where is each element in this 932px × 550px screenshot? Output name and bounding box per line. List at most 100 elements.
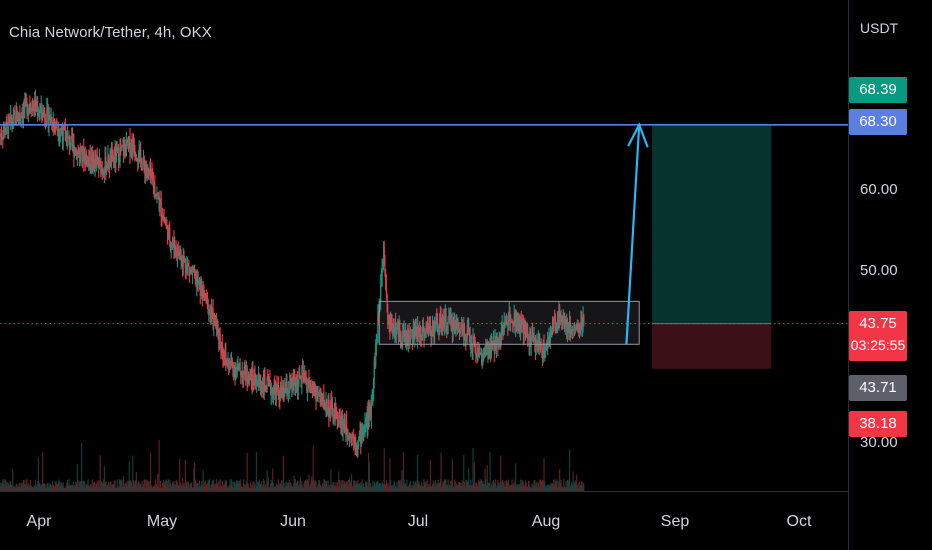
candle-body — [119, 149, 121, 162]
volume-bar — [444, 479, 446, 491]
volume-bar — [546, 485, 548, 491]
candle-body — [39, 112, 41, 114]
candle-body — [16, 111, 18, 121]
volume-bar — [375, 485, 377, 491]
candle-body — [429, 323, 431, 325]
volume-bar — [581, 481, 583, 491]
candle-body — [180, 254, 182, 264]
candle-body — [494, 338, 496, 352]
volume-bar — [536, 481, 538, 491]
candle-body — [485, 348, 487, 355]
volume-bar — [396, 482, 398, 491]
candle-body — [546, 346, 548, 351]
volume-bar — [226, 487, 228, 491]
candle-body — [534, 337, 536, 341]
horizontal-line-price-label[interactable]: 68.30 — [849, 109, 907, 135]
candle-body — [511, 322, 513, 323]
candle-body — [375, 339, 378, 346]
candle-body — [269, 380, 272, 395]
volume-bar — [353, 480, 355, 491]
candle-body — [216, 320, 218, 325]
volume-bar — [337, 487, 339, 491]
volume-bar — [175, 480, 177, 491]
candle-body — [326, 399, 328, 412]
candle-body — [210, 313, 212, 315]
volume-bar — [142, 483, 145, 491]
volume-bar — [307, 482, 309, 491]
volume-bar — [146, 479, 148, 491]
volume-bar — [147, 481, 150, 491]
volume-bar — [204, 480, 206, 491]
volume-bar — [144, 479, 146, 491]
candle-body — [564, 321, 566, 328]
symbol-title[interactable]: Chia Network/Tether, 4h, OKX — [9, 24, 212, 41]
volume-bar — [343, 481, 346, 491]
candle-body — [576, 324, 578, 327]
candle-body — [348, 437, 350, 440]
candle-body — [39, 109, 42, 113]
time-axis-separator — [0, 491, 849, 492]
candle-body — [581, 325, 583, 330]
candle-body — [458, 330, 461, 333]
volume-bar — [363, 483, 365, 491]
candle-body — [401, 340, 403, 343]
volume-bar — [15, 487, 17, 491]
candle-body — [193, 268, 195, 272]
volume-bar — [66, 480, 69, 491]
candle-body — [251, 369, 253, 387]
volume-bar — [65, 485, 67, 491]
candle-body — [255, 384, 257, 387]
volume-bar — [54, 487, 56, 491]
candle-body — [279, 398, 281, 401]
candle-body — [479, 351, 481, 355]
volume-bar — [291, 486, 293, 491]
candle-body — [407, 330, 409, 345]
volume-bar — [430, 485, 432, 491]
volume-bar — [485, 485, 488, 491]
volume-bar — [37, 480, 39, 491]
volume-bar — [154, 484, 156, 491]
volume-bar — [269, 487, 271, 491]
candle-body — [334, 407, 336, 419]
volume-bar — [95, 482, 97, 491]
candle-body — [68, 136, 70, 138]
candle-body — [287, 394, 289, 396]
volume-bar — [3, 479, 5, 491]
volume-bar — [526, 486, 528, 491]
volume-bar — [103, 466, 105, 491]
volume-bar — [287, 483, 289, 491]
candle-body — [474, 341, 476, 352]
volume-bar — [451, 480, 453, 491]
candle-body — [565, 321, 567, 323]
volume-bar — [424, 483, 427, 491]
candle-body — [518, 320, 520, 332]
volume-bar — [561, 486, 563, 491]
volume-bar — [517, 484, 520, 491]
candle-body — [380, 282, 382, 302]
volume-bar — [463, 455, 465, 491]
candle-body — [495, 343, 498, 348]
candle-body — [209, 308, 211, 314]
candle-body — [266, 378, 268, 393]
candle-body — [51, 126, 54, 128]
candle-body — [392, 324, 395, 334]
candle-body — [12, 114, 15, 124]
volume-bar — [137, 481, 140, 491]
volume-bar — [214, 485, 216, 491]
candle-body — [387, 316, 390, 322]
candle-body — [480, 353, 483, 355]
candle-body — [258, 377, 260, 382]
volume-bar — [5, 479, 7, 491]
candle-body — [5, 131, 7, 135]
volume-bar — [94, 486, 96, 491]
currency-label[interactable]: USDT — [860, 20, 899, 36]
candle-body — [57, 130, 59, 137]
volume-bar — [247, 485, 250, 491]
candle-body — [238, 363, 240, 366]
candle-body — [166, 224, 168, 226]
volume-bar — [249, 487, 251, 491]
volume-bar — [471, 484, 473, 491]
volume-bar — [465, 479, 467, 491]
volume-bar — [102, 482, 104, 491]
